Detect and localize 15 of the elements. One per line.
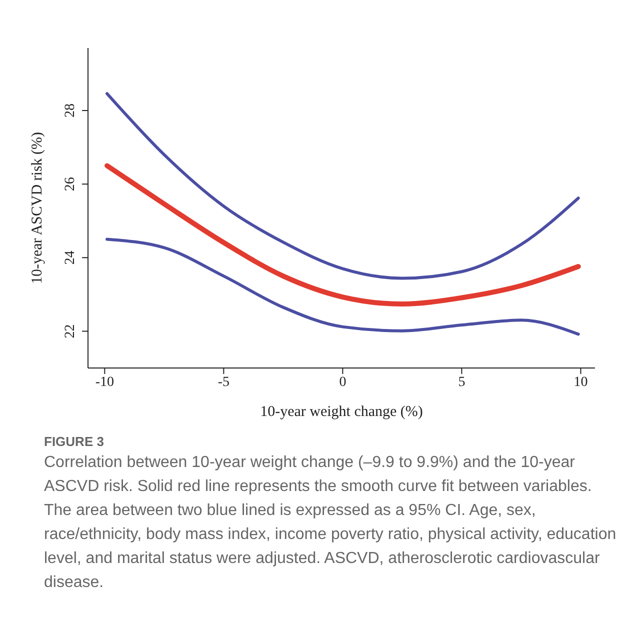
y-tick-label: 22 [63,324,78,338]
text: Correlation between 10-year weight change (–9.9 to 9.9%) and the 10-year ASCVD risk. Solid red line represents the smooth curve fit between variables. The area between two blue lined is expressed as a 95% CI. Age, sex, race/ethnicity, body mass index, income poverty ratio, physical activity, education level, and marital status were adjusted. ASCVD, atherosclerotic cardiovascular disease. [44,453,618,593]
y-tick-label: 26 [63,177,78,192]
x-tick-label: 0 [339,374,346,390]
x-tick-label: 10 [574,374,588,390]
x-axis-title: 10-year weight change (%) [260,404,423,420]
line-series [106,92,580,280]
y-tick-label: 24 [63,250,78,265]
y-tick-label: 28 [63,104,78,118]
x-tick-label: -5 [218,374,230,390]
caption: FIGURE 3 [44,434,105,449]
line-series [106,238,580,336]
x-tick-label: 5 [458,374,466,390]
x-tick-label: -10 [95,374,114,390]
y-axis-title: 10-year ASCVD risk (%) [29,132,46,284]
